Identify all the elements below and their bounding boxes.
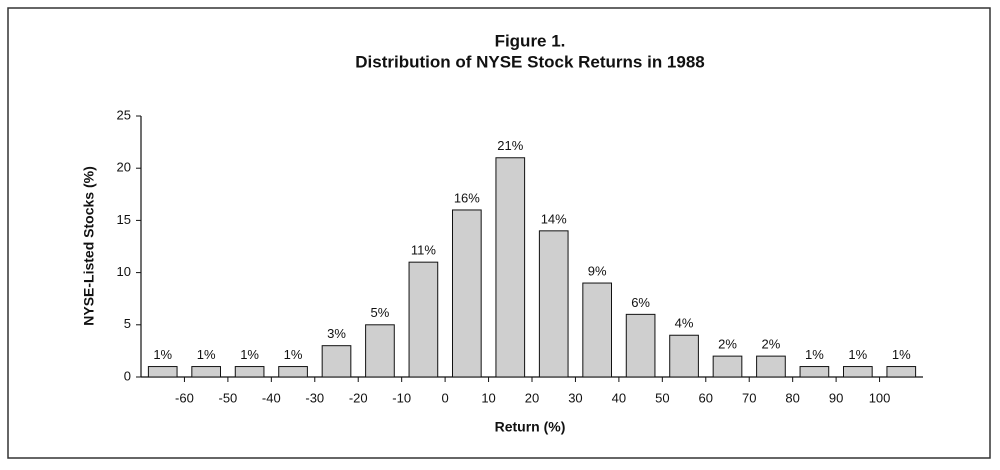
value-label: 14% xyxy=(541,211,567,226)
bar xyxy=(234,366,265,378)
value-label: 1% xyxy=(805,347,824,362)
value-label: 1% xyxy=(153,347,172,362)
y-tick-label: 25 xyxy=(117,107,131,122)
x-tick-label: 60 xyxy=(699,390,713,405)
value-label: 16% xyxy=(454,190,480,205)
value-label: 1% xyxy=(892,347,911,362)
value-label: 3% xyxy=(327,326,346,341)
frame xyxy=(7,7,991,459)
y-axis-title: NYSE-Listed Stocks (%) xyxy=(81,166,97,325)
y-tick-label: 20 xyxy=(117,160,131,175)
x-tick-label: 30 xyxy=(568,390,582,405)
value-label: 1% xyxy=(197,347,216,362)
bar xyxy=(582,282,613,378)
x-tick-label: 0 xyxy=(441,390,448,405)
bar xyxy=(756,355,786,378)
bar xyxy=(408,261,439,378)
bar xyxy=(538,230,569,378)
x-tick-label: 20 xyxy=(525,390,539,405)
bar xyxy=(278,366,308,378)
y-tick-label: 5 xyxy=(124,316,131,331)
x-axis-title: Return (%) xyxy=(495,419,566,435)
bar xyxy=(886,366,917,378)
x-tick-label: 10 xyxy=(481,390,495,405)
y-tick-label: 10 xyxy=(117,264,131,279)
x-tick-label: 50 xyxy=(655,390,669,405)
value-label: 2% xyxy=(762,337,781,352)
x-tick-label: 70 xyxy=(742,390,756,405)
value-label: 6% xyxy=(631,295,650,310)
x-tick-label: 100 xyxy=(869,390,891,405)
x-tick-label: 40 xyxy=(612,390,626,405)
bar xyxy=(669,334,699,378)
x-tick-label: -40 xyxy=(262,390,281,405)
x-tick-label: -30 xyxy=(305,390,324,405)
x-tick-label: -10 xyxy=(392,390,411,405)
value-label: 2% xyxy=(718,337,737,352)
bar xyxy=(365,324,395,378)
x-tick-label: -50 xyxy=(218,390,237,405)
bar xyxy=(147,366,178,378)
x-tick-label: 90 xyxy=(829,390,843,405)
y-tick-label: 0 xyxy=(124,368,131,383)
x-tick-label: -20 xyxy=(349,390,368,405)
chart-subtitle: Distribution of NYSE Stock Returns in 19… xyxy=(355,52,705,71)
value-label: 9% xyxy=(588,263,607,278)
x-tick-label: 80 xyxy=(785,390,799,405)
value-label: 1% xyxy=(240,347,259,362)
value-label: 1% xyxy=(848,347,867,362)
bar xyxy=(191,366,222,378)
value-label: 4% xyxy=(675,316,694,331)
bar xyxy=(625,313,656,378)
bar xyxy=(712,355,743,378)
bar xyxy=(842,366,873,378)
bar xyxy=(799,366,830,378)
bar xyxy=(321,345,352,378)
value-label: 21% xyxy=(497,138,523,153)
y-tick-label: 15 xyxy=(117,212,131,227)
chart-title: Figure 1. xyxy=(495,31,566,50)
bar xyxy=(451,209,482,378)
value-label: 11% xyxy=(411,243,436,258)
bar xyxy=(495,157,526,378)
value-label: 5% xyxy=(371,305,390,320)
x-tick-label: -60 xyxy=(175,390,194,405)
value-label: 1% xyxy=(284,347,303,362)
